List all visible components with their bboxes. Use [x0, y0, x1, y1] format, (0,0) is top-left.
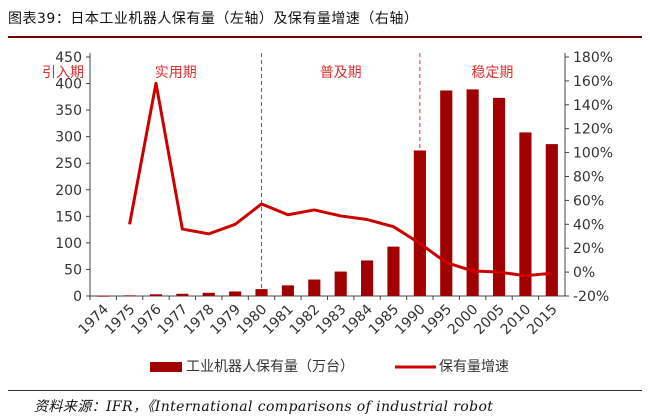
- bar: [440, 90, 453, 297]
- bar: [176, 293, 189, 296]
- y-right-tick-label: 120%: [573, 122, 613, 138]
- y-right-tick-label: 160%: [573, 74, 613, 90]
- legend-line-label: 保有量增速: [439, 359, 509, 375]
- bar: [149, 294, 163, 296]
- title-bar: [8, 6, 642, 38]
- y-left-tick-label: 300: [55, 130, 82, 146]
- phase-label: 实用期: [155, 65, 197, 81]
- bar: [361, 260, 374, 296]
- bar: [202, 292, 215, 296]
- phase-label: 普及期: [320, 65, 362, 81]
- y-left-tick-label: 150: [55, 209, 82, 225]
- phase-label: 稳定期: [471, 65, 513, 81]
- bar: [545, 144, 558, 296]
- bar: [255, 289, 268, 296]
- y-right-tick-label: 60%: [573, 193, 604, 209]
- y-left-tick-label: 450: [55, 50, 82, 66]
- bar: [123, 295, 136, 297]
- bar: [97, 295, 110, 297]
- y-right-tick-label: 180%: [573, 50, 613, 66]
- bar: [334, 271, 347, 296]
- y-left-tick-label: 350: [55, 103, 82, 119]
- bar: [229, 291, 242, 296]
- y-left-tick-label: 0: [73, 289, 82, 305]
- bar: [387, 246, 400, 296]
- y-left-tick-label: 100: [55, 236, 82, 252]
- bar: [308, 279, 321, 296]
- bar: [492, 97, 506, 296]
- bar: [466, 89, 479, 296]
- y-left-tick-label: 200: [55, 183, 82, 199]
- source-note: 资料来源：IFR，《International comparisons of i…: [34, 399, 494, 415]
- bar: [281, 285, 294, 296]
- legend-bar-label: 工业机器人保有量（万台）: [186, 359, 354, 375]
- chart-title: 图表39：日本工业机器人保有量（左轴）及保有量增速（右轴）: [8, 11, 419, 27]
- y-right-tick-label: 100%: [573, 146, 613, 162]
- phase-label: 引入期: [42, 65, 84, 81]
- source-divider: [8, 390, 642, 391]
- y-left-tick-label: 400: [55, 77, 82, 93]
- y-right-tick-label: 0%: [573, 265, 595, 281]
- bar: [519, 132, 532, 296]
- growth-line: [128, 81, 552, 278]
- y-right-tick-label: 40%: [573, 217, 604, 233]
- y-left-tick-label: 50: [64, 262, 82, 278]
- y-right-tick-label: 80%: [573, 170, 604, 186]
- y-right-tick-label: -20%: [573, 289, 609, 305]
- legend-bar-swatch: [150, 362, 182, 372]
- x-tick-label: 2015: [524, 302, 561, 339]
- y-right-tick-label: 20%: [573, 241, 604, 257]
- y-right-tick-label: 140%: [573, 98, 613, 114]
- y-left-tick-label: 250: [55, 156, 82, 172]
- bar: [413, 150, 426, 296]
